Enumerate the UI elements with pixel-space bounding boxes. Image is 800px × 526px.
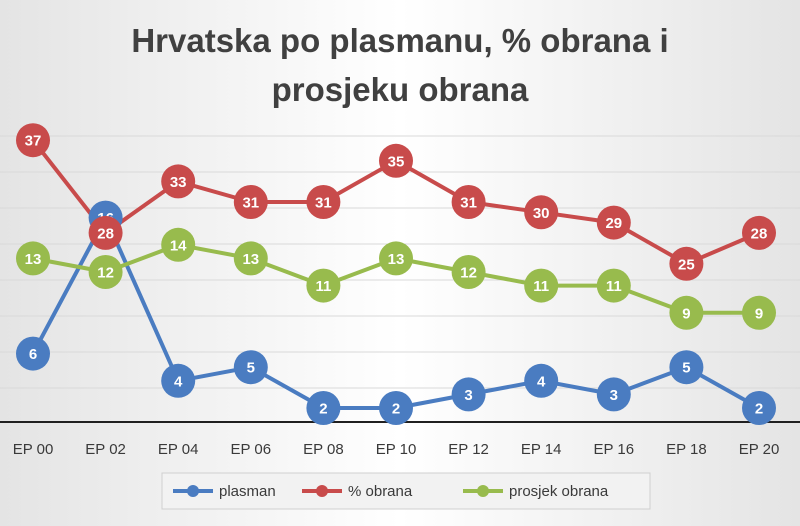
data-point <box>306 391 341 425</box>
data-label: 3 <box>610 387 618 404</box>
data-label: 33 <box>170 174 187 191</box>
data-point <box>596 377 631 412</box>
data-label: 3 <box>464 387 472 404</box>
data-label: 12 <box>97 265 114 282</box>
data-label: 12 <box>460 265 477 282</box>
legend <box>161 472 651 510</box>
data-label: 13 <box>388 251 405 268</box>
data-point <box>669 350 704 385</box>
data-point <box>379 241 413 276</box>
data-point <box>451 185 486 219</box>
data-label: 29 <box>605 215 622 232</box>
chart-title-line-2: prosjeku obrana <box>271 71 529 108</box>
data-point <box>669 246 704 281</box>
data-point <box>524 195 559 230</box>
data-label: 37 <box>25 133 42 150</box>
data-point <box>16 123 50 158</box>
data-point <box>233 185 268 219</box>
x-tick-label: EP 12 <box>448 441 489 458</box>
x-tick-label: EP 16 <box>594 441 635 458</box>
x-tick-label: EP 10 <box>376 441 417 458</box>
data-point <box>16 336 50 371</box>
data-label: 14 <box>170 237 187 254</box>
data-point <box>379 391 413 425</box>
data-point <box>742 391 776 425</box>
x-tick-label: EP 18 <box>666 441 707 458</box>
data-label: 28 <box>97 225 114 242</box>
x-tick-label: EP 00 <box>13 441 54 458</box>
data-label: 13 <box>242 251 259 268</box>
data-point <box>88 215 123 250</box>
data-point <box>742 295 776 330</box>
data-point <box>161 363 196 398</box>
x-tick-label: EP 02 <box>85 441 126 458</box>
data-label: 11 <box>315 278 331 295</box>
data-point <box>451 377 486 412</box>
data-label: 6 <box>29 346 37 363</box>
data-label: 11 <box>606 278 622 295</box>
data-label: 2 <box>755 401 763 418</box>
data-label: 9 <box>682 305 690 322</box>
chart-title-line-1: Hrvatska po plasmanu, % obrana i <box>131 22 669 59</box>
data-point <box>233 241 268 276</box>
data-label: 30 <box>533 205 550 222</box>
data-point <box>524 363 559 398</box>
legend-swatch-marker <box>316 485 328 497</box>
data-label: 11 <box>533 278 549 295</box>
x-tick-label: EP 20 <box>739 441 780 458</box>
x-tick-label: EP 08 <box>303 441 344 458</box>
legend-label: plasman <box>219 483 276 500</box>
x-tick-label: EP 04 <box>158 441 199 458</box>
data-point <box>233 350 268 385</box>
data-point <box>16 241 50 276</box>
data-label: 31 <box>242 195 259 212</box>
x-tick-label: EP 06 <box>231 441 272 458</box>
data-label: 31 <box>460 195 477 212</box>
legend-swatch-marker <box>477 485 489 497</box>
data-point <box>596 268 631 303</box>
data-label: 31 <box>315 195 332 212</box>
data-label: 28 <box>751 225 768 242</box>
data-point <box>451 255 486 289</box>
data-label: 4 <box>537 373 546 390</box>
data-point <box>379 143 413 178</box>
data-point <box>306 185 341 219</box>
data-point <box>306 268 341 303</box>
data-label: 13 <box>25 251 42 268</box>
data-point <box>161 164 196 199</box>
data-label: 9 <box>755 305 763 322</box>
data-point <box>161 227 196 262</box>
data-label: 2 <box>392 401 400 418</box>
data-label: 4 <box>174 373 183 390</box>
data-label: 35 <box>388 153 405 170</box>
data-label: 25 <box>678 256 695 273</box>
data-point <box>88 255 123 289</box>
legend-label: % obrana <box>348 483 413 500</box>
data-label: 2 <box>319 401 327 418</box>
data-label: 5 <box>682 360 690 377</box>
x-tick-label: EP 14 <box>521 441 562 458</box>
legend-swatch-marker <box>187 485 199 497</box>
data-point <box>742 215 776 250</box>
data-point <box>596 205 631 240</box>
data-label: 5 <box>247 360 255 377</box>
legend-label: prosjek obrana <box>509 483 609 500</box>
data-point <box>524 268 559 303</box>
data-point <box>669 295 704 330</box>
